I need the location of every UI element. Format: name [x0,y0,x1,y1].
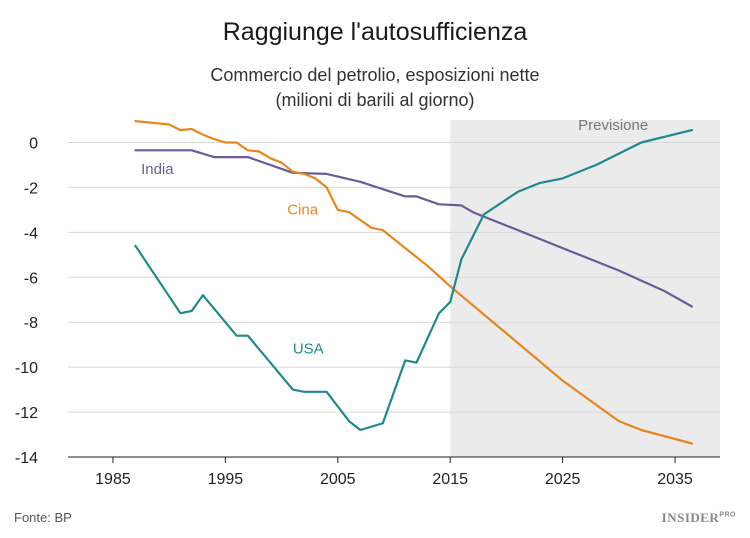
source-note: Fonte: BP [14,510,72,525]
series-line-india [134,149,693,308]
forecast-band [450,120,720,457]
series-label-india: India [141,161,174,178]
x-tick-label: 2015 [432,471,468,488]
x-tick-label: 2035 [657,471,693,488]
series-line-cina [134,120,693,445]
x-tick-label: 1985 [95,471,131,488]
y-tick-label: -12 [15,405,38,422]
y-tick-label: -14 [15,450,38,467]
brand-logo: INSIDERPRO [661,510,736,525]
chart-subtitle: Commercio del petrolio, esposizioni nett… [0,63,750,113]
x-tick-label: 2005 [320,471,356,488]
y-tick-label: -10 [15,360,38,377]
series-label-usa: USA [293,341,324,358]
series-label-cina: Cina [287,201,319,218]
subtitle-line-1: Commercio del petrolio, esposizioni nett… [210,65,540,85]
forecast-label: Previsione [578,117,648,134]
y-tick-label: -2 [24,180,38,197]
y-tick-label: -8 [24,315,38,332]
series-line-usa [134,129,693,432]
chart-title: Raggiunge l'autosufficienza [222,18,528,46]
subtitle-line-2: (milioni di barili al giorno) [275,90,475,110]
y-tick-label: -6 [24,270,38,287]
x-tick-label: 1995 [208,471,244,488]
y-tick-label: 0 [29,135,38,152]
y-tick-label: -4 [24,225,38,242]
x-tick-label: 2025 [545,471,581,488]
